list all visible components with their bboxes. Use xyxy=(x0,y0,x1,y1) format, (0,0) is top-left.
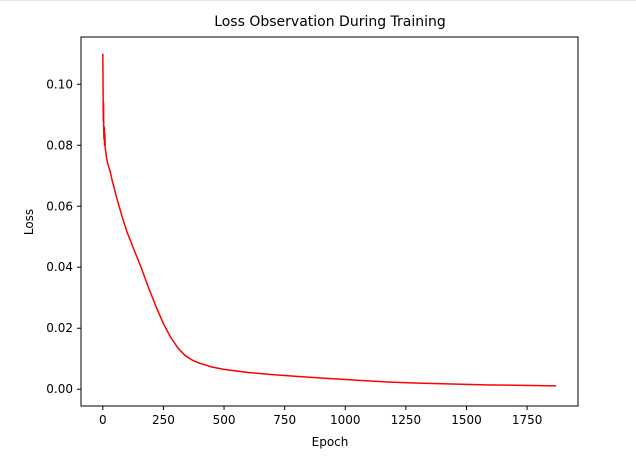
x-tick-label: 1000 xyxy=(330,413,361,427)
y-tick-label: 0.04 xyxy=(46,260,73,274)
plot-frame xyxy=(80,36,579,407)
y-tick-label: 0.10 xyxy=(46,77,73,91)
x-tick-label: 500 xyxy=(213,413,236,427)
x-tick-label: 750 xyxy=(273,413,296,427)
y-axis: 0.00 0.02 0.04 0.06 0.08 0.10 xyxy=(46,77,81,396)
x-axis-label: Epoch xyxy=(312,435,349,449)
top-divider xyxy=(0,0,636,1)
loss-series-line xyxy=(102,53,557,387)
y-tick-label: 0.06 xyxy=(46,199,73,213)
x-tick-label: 0 xyxy=(99,413,107,427)
plot-area xyxy=(80,36,579,407)
x-tick-label: 1250 xyxy=(391,413,422,427)
series-layer xyxy=(102,53,557,387)
x-tick-label: 1500 xyxy=(451,413,482,427)
x-tick-label: 1750 xyxy=(512,413,543,427)
y-axis-label: Loss xyxy=(22,209,36,235)
x-tick-label: 250 xyxy=(152,413,175,427)
y-tick-label: 0.02 xyxy=(46,321,73,335)
x-axis: 0 250 500 750 1000 1250 1500 1750 xyxy=(99,406,542,427)
chart-title: Loss Observation During Training xyxy=(214,14,446,30)
y-tick-label: 0.08 xyxy=(46,138,73,152)
y-tick-label: 0.00 xyxy=(46,382,73,396)
